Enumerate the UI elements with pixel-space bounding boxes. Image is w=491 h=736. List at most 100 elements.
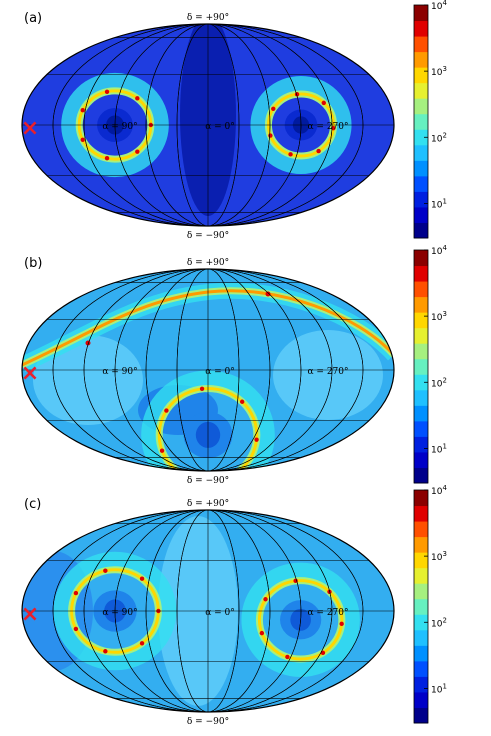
hot-spot xyxy=(139,576,145,581)
colorbar-tick-label: 102 xyxy=(431,616,447,629)
colorbar-tick-label: 101 xyxy=(431,197,447,210)
colorbar-swatch xyxy=(414,191,428,208)
shade-region xyxy=(273,330,383,420)
colorbar-swatch xyxy=(414,629,428,646)
colorbar-swatch xyxy=(414,144,428,161)
colorbar-swatch xyxy=(414,521,428,538)
colorbar-tick-exponent: 1 xyxy=(442,442,446,450)
hot-spot xyxy=(271,106,276,111)
colorbar-tick-exponent: 2 xyxy=(442,616,446,624)
hot-spot xyxy=(263,597,268,602)
cross-marker: × xyxy=(21,116,39,141)
colorbar-swatch xyxy=(414,281,428,298)
colorbar: 101 102 103 104 xyxy=(413,0,447,239)
ra-label: α = 270° xyxy=(307,367,348,377)
ring-core xyxy=(257,579,344,661)
panel-label: (a) xyxy=(24,11,42,26)
hot-spot xyxy=(294,92,300,97)
colorbar-tick-exponent: 3 xyxy=(442,550,446,558)
colorbar-frame xyxy=(413,4,429,239)
ra-label: α = 90° xyxy=(102,122,137,132)
hot-spot xyxy=(321,100,326,106)
colorbar-tick-label: 104 xyxy=(431,0,447,12)
colorbar-swatch xyxy=(414,467,428,484)
hot-spot xyxy=(199,386,205,392)
hot-spot xyxy=(288,152,293,157)
hot-spot xyxy=(316,148,321,154)
hot-spot xyxy=(239,399,245,404)
colorbar-swatch xyxy=(414,327,428,344)
colorbar-swatch xyxy=(414,676,428,693)
ra-label: α = 270° xyxy=(307,608,348,618)
colorbar-swatch xyxy=(414,389,428,406)
colorbar-swatch xyxy=(414,265,428,282)
colorbar-swatch xyxy=(414,250,428,267)
colorbar-swatch xyxy=(414,20,428,37)
panel-c: (c) δ = +90° δ = −90° α = 90° α = 0° α = 270°… xyxy=(21,484,448,727)
colorbar-swatch xyxy=(414,405,428,422)
colorbar-swatch xyxy=(414,358,428,375)
hot-spot xyxy=(80,137,85,142)
colorbar-swatch xyxy=(414,552,428,569)
colorbar-swatch xyxy=(414,420,428,437)
colorbar-swatch xyxy=(414,490,428,507)
ring-halo xyxy=(241,562,360,678)
colorbar-swatch xyxy=(414,567,428,584)
hot-spot xyxy=(285,654,290,660)
hot-spot xyxy=(80,108,85,113)
colorbar-swatch xyxy=(414,374,428,391)
hot-spot xyxy=(139,641,145,646)
colorbar-tick-exponent: 4 xyxy=(442,484,447,492)
hot-spot xyxy=(254,437,259,442)
ra-label: α = 0° xyxy=(205,122,235,132)
cross-marker: × xyxy=(21,361,39,386)
colorbar-swatch xyxy=(414,82,428,99)
south-label: δ = −90° xyxy=(187,231,229,241)
colorbar-tick-label: 103 xyxy=(431,65,447,78)
hot-spot xyxy=(104,156,110,161)
hot-spot xyxy=(265,291,271,297)
colorbar-tick-label: 104 xyxy=(431,244,447,257)
north-label: δ = +90° xyxy=(187,13,229,23)
colorbar-swatch xyxy=(414,222,428,239)
panel-label: (c) xyxy=(24,497,41,512)
hot-spot xyxy=(104,89,110,94)
colorbar-swatch xyxy=(414,5,428,22)
hot-spot xyxy=(159,448,165,453)
cross-marker: × xyxy=(21,602,39,627)
south-label: δ = −90° xyxy=(187,476,229,486)
colorbar-swatch xyxy=(414,296,428,313)
colorbar-swatch xyxy=(414,505,428,522)
hot-spot xyxy=(73,590,79,596)
colorbar-tick-label: 103 xyxy=(431,310,447,323)
north-label: δ = +90° xyxy=(187,258,229,268)
map-outline xyxy=(21,509,395,713)
hot-spot xyxy=(135,96,140,101)
colorbar-tick-exponent: 2 xyxy=(442,376,446,384)
colorbar-swatch xyxy=(414,707,428,724)
panel-a: (a) δ = +90° δ = −90° α = 90° α = 0° α = 270°… xyxy=(21,0,448,241)
colorbar-swatch xyxy=(414,451,428,468)
colorbar-tick-label: 103 xyxy=(431,550,447,563)
hot-spot xyxy=(164,408,169,413)
hot-spot xyxy=(232,472,236,476)
colorbar-tick-label: 102 xyxy=(431,131,447,144)
hot-spot xyxy=(268,133,273,138)
colorbar-swatch xyxy=(414,67,428,84)
colorbar-tick-label: 102 xyxy=(431,376,447,389)
colorbar: 101 102 103 104 xyxy=(413,244,447,484)
map-outline xyxy=(21,268,395,472)
colorbar-swatch xyxy=(414,98,428,115)
colorbar-swatch xyxy=(414,536,428,553)
colorbar-swatch xyxy=(414,51,428,68)
hot-spot xyxy=(259,630,265,636)
colorbar-swatch xyxy=(414,343,428,360)
hot-spot xyxy=(339,621,344,627)
colorbar-tick-exponent: 2 xyxy=(442,131,446,139)
colorbar-swatch xyxy=(414,206,428,223)
ra-label: α = 0° xyxy=(205,367,235,377)
hot-spot xyxy=(103,649,108,654)
colorbar-tick-exponent: 3 xyxy=(442,310,446,318)
colorbar-frame xyxy=(413,249,429,484)
